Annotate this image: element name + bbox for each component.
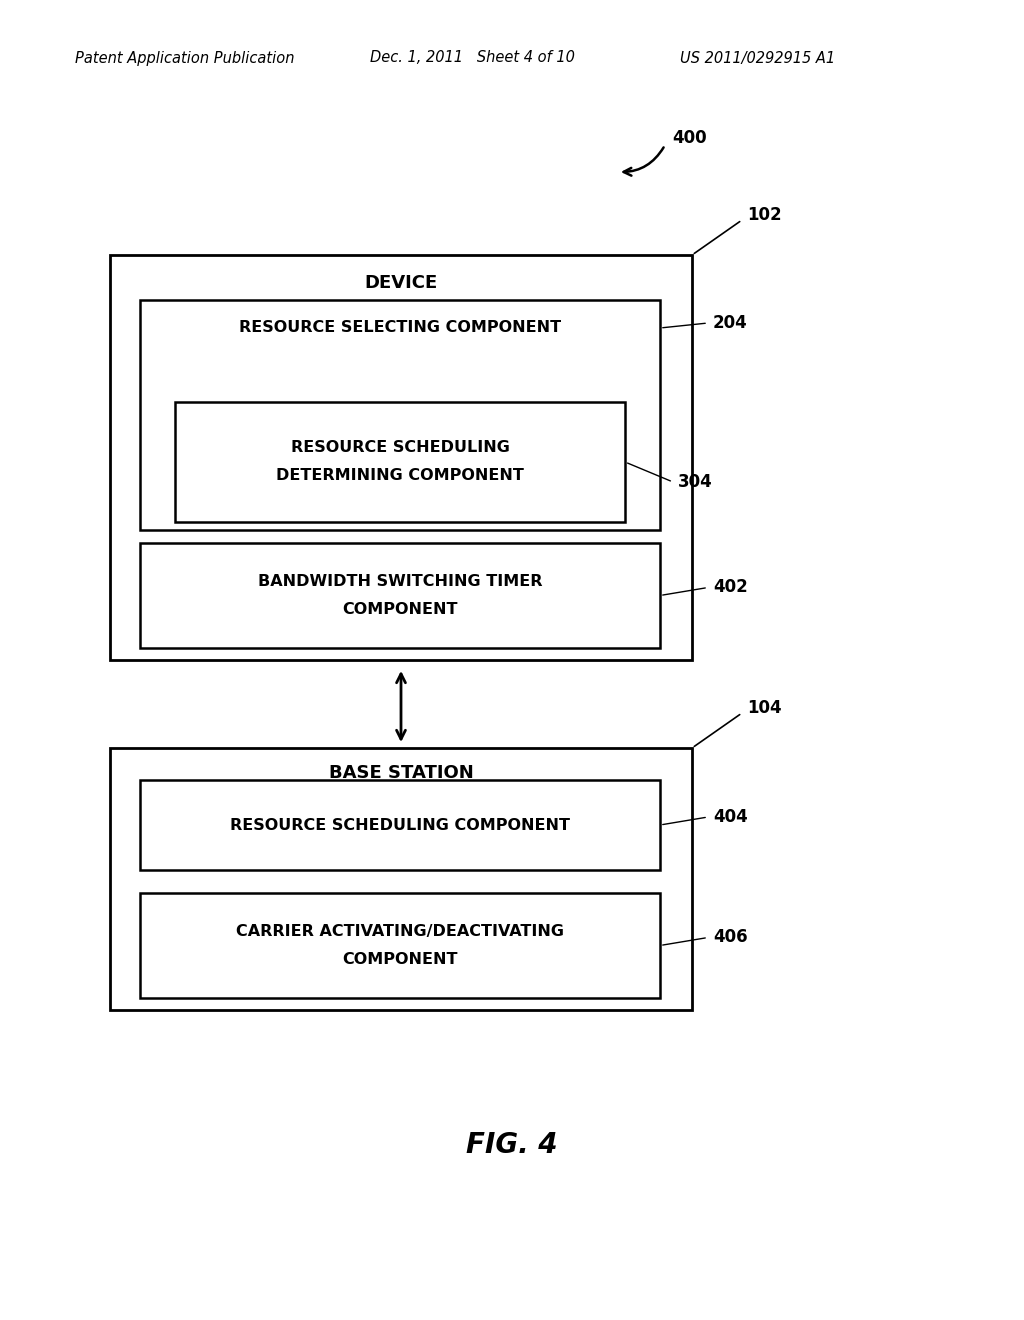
Text: Patent Application Publication: Patent Application Publication: [75, 50, 295, 66]
Bar: [140, 894, 660, 998]
Text: RESOURCE SCHEDULING: RESOURCE SCHEDULING: [291, 441, 509, 455]
Text: 104: 104: [746, 700, 781, 717]
Bar: [175, 403, 625, 521]
Bar: [110, 255, 692, 660]
Text: RESOURCE SELECTING COMPONENT: RESOURCE SELECTING COMPONENT: [239, 321, 561, 335]
Text: 406: 406: [713, 928, 748, 946]
Text: RESOURCE SCHEDULING COMPONENT: RESOURCE SCHEDULING COMPONENT: [230, 817, 570, 833]
Text: 204: 204: [713, 314, 748, 333]
Text: 402: 402: [713, 578, 748, 597]
Text: 404: 404: [713, 808, 748, 826]
Bar: [140, 780, 660, 870]
Bar: [140, 543, 660, 648]
Text: COMPONENT: COMPONENT: [342, 952, 458, 968]
Text: DEVICE: DEVICE: [365, 275, 437, 292]
Text: COMPONENT: COMPONENT: [342, 602, 458, 616]
Text: BASE STATION: BASE STATION: [329, 764, 473, 781]
Text: US 2011/0292915 A1: US 2011/0292915 A1: [680, 50, 836, 66]
Text: DETERMINING COMPONENT: DETERMINING COMPONENT: [276, 469, 524, 483]
Bar: [140, 300, 660, 531]
Bar: [110, 748, 692, 1010]
Text: 400: 400: [672, 129, 707, 147]
Text: Dec. 1, 2011   Sheet 4 of 10: Dec. 1, 2011 Sheet 4 of 10: [370, 50, 574, 66]
Text: FIG. 4: FIG. 4: [466, 1131, 558, 1159]
Text: BANDWIDTH SWITCHING TIMER: BANDWIDTH SWITCHING TIMER: [258, 574, 543, 589]
Text: 304: 304: [678, 473, 713, 491]
Text: 102: 102: [746, 206, 781, 224]
Text: CARRIER ACTIVATING/DEACTIVATING: CARRIER ACTIVATING/DEACTIVATING: [236, 924, 564, 939]
